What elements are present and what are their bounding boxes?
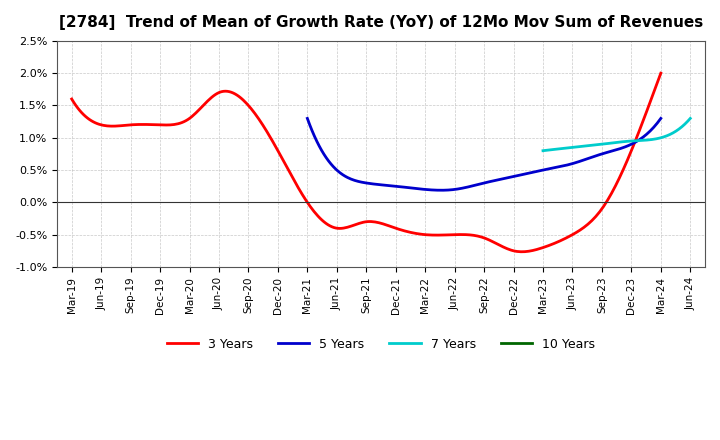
Title: [2784]  Trend of Mean of Growth Rate (YoY) of 12Mo Mov Sum of Revenues: [2784] Trend of Mean of Growth Rate (YoY… xyxy=(59,15,703,30)
Legend: 3 Years, 5 Years, 7 Years, 10 Years: 3 Years, 5 Years, 7 Years, 10 Years xyxy=(162,333,600,356)
